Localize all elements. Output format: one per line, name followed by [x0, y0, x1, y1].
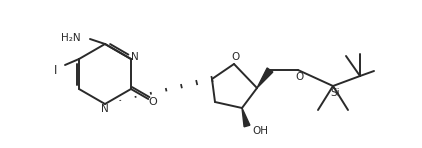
Text: I: I [54, 63, 58, 77]
Text: OH: OH [252, 126, 268, 136]
Text: O: O [148, 96, 157, 107]
Text: O: O [231, 52, 239, 62]
Text: Si: Si [330, 88, 340, 98]
Text: N: N [101, 104, 109, 114]
Text: N: N [131, 52, 139, 62]
Polygon shape [242, 108, 250, 127]
Text: H₂N: H₂N [61, 33, 81, 43]
Polygon shape [257, 68, 273, 88]
Text: O: O [295, 72, 303, 82]
